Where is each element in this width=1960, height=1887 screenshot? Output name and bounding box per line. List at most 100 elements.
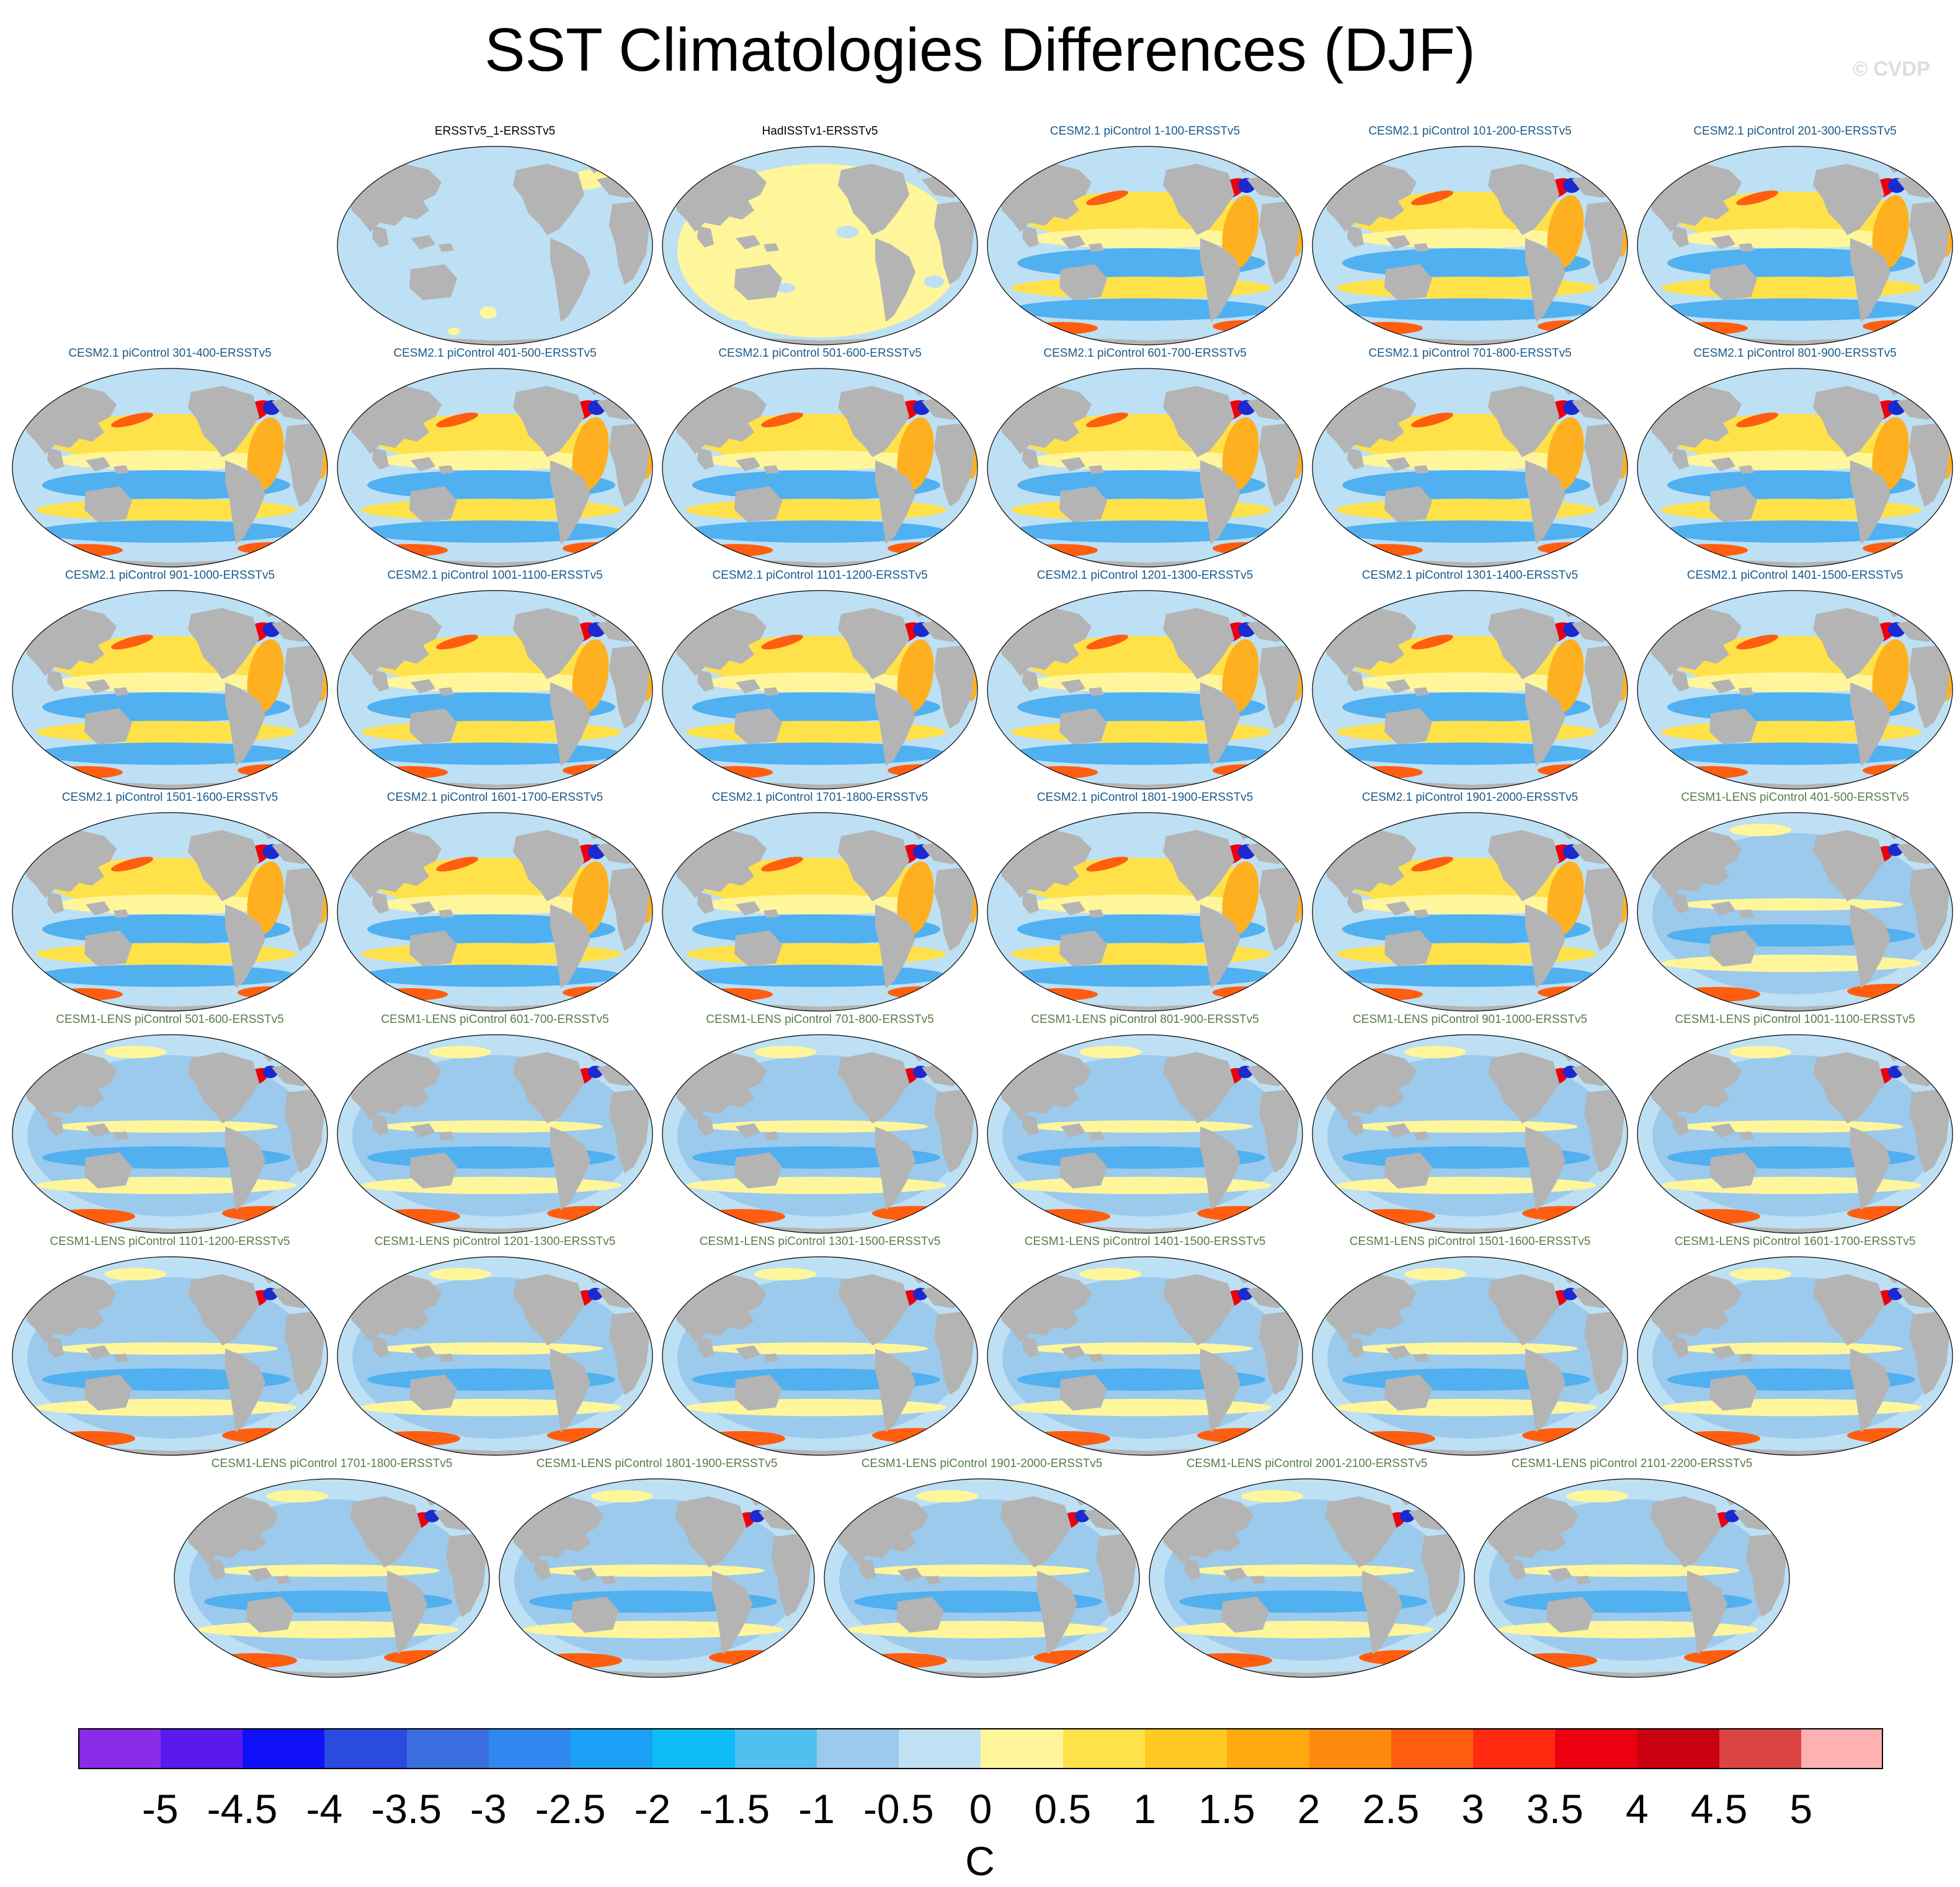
land-mass (439, 243, 454, 252)
map-border (662, 812, 978, 1012)
map-panel: CESM2.1 piControl 101-200-ERSSTv5 (1309, 124, 1631, 349)
land-mass (1259, 423, 1299, 507)
map-panel: CESM1-LENS piControl 1101-1200-ERSSTv5 (9, 1234, 331, 1459)
land-mass (1259, 867, 1299, 951)
map-border (1637, 1034, 1953, 1234)
southern-hot-patch-east (1522, 1206, 1609, 1221)
southern-hot-patch-east (1359, 1650, 1446, 1665)
kuroshio-hot-patch (761, 857, 803, 872)
map-panel: CESM2.1 piControl 401-500-ERSSTv5 (334, 346, 656, 571)
land-mass (1037, 1571, 1077, 1654)
southern-hot-patch-west (1348, 766, 1423, 778)
land-mass (188, 608, 259, 679)
colorbar (78, 1728, 1884, 1772)
map-border (662, 1034, 978, 1234)
atlantic-warm-band (1547, 417, 1584, 491)
sst-difference-map (1637, 590, 1953, 790)
land-mass (697, 1336, 714, 1358)
land-mass (925, 1576, 941, 1584)
land-mass (1546, 1597, 1594, 1633)
colorbar-swatch (160, 1728, 243, 1769)
colorbar-tick-label: 0.5 (1034, 1786, 1092, 1832)
land-mass (1746, 1533, 1786, 1617)
land-mass (86, 1345, 110, 1360)
land-mass (1386, 679, 1410, 694)
land-mass (387, 1571, 427, 1654)
land-mass (1163, 164, 1234, 235)
land-mass (898, 1568, 922, 1582)
land-mass (875, 460, 915, 544)
southern-hot-patch-west (48, 766, 123, 778)
land-mass (411, 235, 435, 249)
panel-title: CESM1-LENS piControl 1301-1500-ERSSTv5 (699, 1235, 941, 1248)
map-panel: CESM1-LENS piControl 1201-1300-ERSSTv5 (334, 1234, 656, 1459)
land-mass (1000, 1496, 1071, 1568)
southern-hot-patch-east (1197, 1206, 1284, 1221)
map-panel: CESM2.1 piControl 1801-1900-ERSSTv5 (984, 790, 1306, 1015)
land-mass (513, 1274, 584, 1345)
map-panel: CESM1-LENS piControl 701-800-ERSSTv5 (659, 1012, 981, 1237)
arctic-warm-patch (1079, 1046, 1141, 1058)
land-mass (1909, 867, 1949, 951)
land-mass (1384, 486, 1432, 522)
southern-hot-patch-east (1863, 764, 1931, 777)
map-panel: CESM1-LENS piControl 401-500-ERSSTv5 (1634, 790, 1956, 1015)
land-mass (697, 1114, 714, 1136)
map-panel: HadISSTv1-ERSSTv5 (659, 124, 981, 349)
panel-title: CESM1-LENS piControl 401-500-ERSSTv5 (1681, 791, 1909, 804)
southern-cold-band (1011, 298, 1272, 321)
map-panel: CESM1-LENS piControl 901-1000-ERSSTv5 (1309, 1012, 1631, 1237)
land-mass (409, 1375, 457, 1411)
southern-hot-patch-east (1197, 1428, 1284, 1443)
arctic-warm-patch (1079, 1268, 1141, 1280)
colorbar-units: C (965, 1838, 995, 1884)
sst-difference-map (1312, 368, 1628, 568)
land-mass (1672, 670, 1689, 692)
map-border (1149, 1478, 1465, 1678)
land-mass (1575, 1576, 1591, 1584)
atlantic-warm-band (572, 417, 609, 491)
kuroshio-hot-patch (1086, 857, 1128, 872)
panel-title: CESM1-LENS piControl 1001-1100-ERSSTv5 (1675, 1013, 1915, 1026)
colorbar-tick-label: 2 (1297, 1786, 1321, 1832)
colorbar-tick-label: -0.5 (863, 1786, 934, 1832)
panel-title: CESM1-LENS piControl 1201-1300-ERSSTv5 (374, 1235, 616, 1248)
panel-title: CESM1-LENS piControl 901-1000-ERSSTv5 (1352, 1013, 1588, 1026)
southern-cold-band (1011, 520, 1272, 543)
kuroshio-hot-patch (1736, 190, 1778, 205)
land-mass (1739, 687, 1754, 696)
panel-title: CESM1-LENS piControl 1901-2000-ERSSTv5 (861, 1457, 1103, 1470)
land-mass (1022, 448, 1039, 470)
land-mass (609, 423, 649, 507)
map-border (1474, 1478, 1790, 1678)
southern-hot-patch-east (563, 764, 631, 777)
land-mass (550, 1349, 590, 1432)
southern-hot-patch-west (535, 1653, 622, 1668)
land-mass (1163, 386, 1234, 457)
map-border (1637, 146, 1953, 346)
land-mass (1709, 1153, 1757, 1189)
southern-cold-band (361, 520, 621, 543)
map-panel: CESM2.1 piControl 301-400-ERSSTv5 (9, 346, 331, 571)
map-panel: CESM1-LENS piControl 2101-2200-ERSSTv5 (1471, 1457, 1793, 1681)
land-mass (1089, 243, 1104, 252)
southern-hot-patch-east (1213, 320, 1281, 332)
southern-hot-patch-west (1023, 1209, 1110, 1224)
kuroshio-hot-patch (436, 857, 478, 872)
land-mass (1584, 201, 1624, 285)
land-mass (1687, 1571, 1727, 1654)
land-mass (1813, 830, 1884, 901)
land-mass (859, 1558, 876, 1580)
southern-hot-patch-west (698, 1209, 785, 1224)
land-mass (600, 1576, 616, 1584)
southern-hot-patch-east (1847, 1428, 1934, 1443)
land-mass (1711, 1123, 1735, 1138)
land-mass (1061, 679, 1085, 694)
southern-hot-patch-west (1023, 544, 1098, 556)
southern-hot-patch-west (48, 1431, 135, 1446)
land-mass (1089, 465, 1104, 474)
map-panel: CESM2.1 piControl 801-900-ERSSTv5 (1634, 346, 1956, 571)
map-panel: CESM1-LENS piControl 1701-1800-ERSSTv5 (171, 1457, 493, 1681)
panel-title: CESM1-LENS piControl 1601-1700-ERSSTv5 (1674, 1235, 1916, 1248)
land-mass (1347, 670, 1364, 692)
